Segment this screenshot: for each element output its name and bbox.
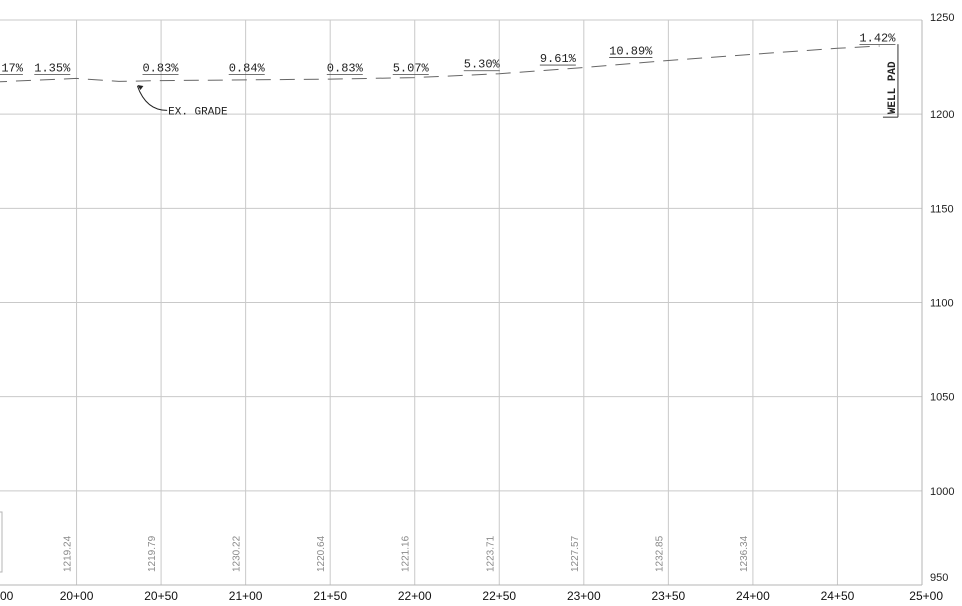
x-tick-label-7: 23+00	[567, 589, 601, 603]
y-tick-label-4: 1150	[930, 203, 954, 215]
ex-grade-label: EX. GRADE	[168, 106, 228, 118]
elevation-label-6: 1227.57	[570, 535, 581, 572]
elevation-label-1: 1219.79	[147, 535, 158, 572]
x-tick-label-9: 24+00	[736, 589, 770, 603]
well-pad-label: WELL PAD	[887, 61, 899, 114]
left-edge-box	[0, 511, 3, 573]
ex-grade-arrowhead	[137, 85, 144, 91]
grade-label-5: 5.07%	[393, 62, 430, 76]
elevation-label-8: 1236.34	[739, 535, 750, 572]
grade-label-7: 9.61%	[540, 52, 577, 66]
x-tick-label-5: 22+00	[398, 589, 432, 603]
grade-label-1: 1.35%	[34, 62, 71, 76]
grade-label-2: 0.83%	[142, 62, 179, 76]
grade-labels: 1.17% 1.35% 0.83% 0.84% 0.83% 5.07% 5.30% 9.61%…	[0, 31, 896, 76]
plot-frame	[0, 20, 923, 586]
y-tick-label-2: 1050	[930, 392, 954, 404]
elevation-label-0: 1219.24	[63, 535, 74, 572]
ex-grade-line	[0, 45, 880, 83]
grade-label-8: 10.89%	[609, 45, 653, 59]
elevation-label-2: 1230.22	[232, 535, 243, 572]
ground-profile	[0, 45, 880, 83]
x-tick-label-10: 24+50	[821, 589, 855, 603]
x-axis-ticks: 00 20+00 20+50 21+00 21+50 22+00 22+50 23+00 23+…	[0, 589, 943, 603]
ex-grade-leader	[136, 85, 168, 111]
elevation-labels: 1219.24 1219.79 1230.22 1220.64 1221.16 1223.…	[63, 535, 750, 572]
y-tick-label-1: 1000	[930, 486, 954, 498]
y-tick-label-6: 1250	[930, 12, 954, 24]
x-tick-label-4: 21+50	[313, 589, 347, 603]
elevation-label-5: 1223.71	[485, 535, 496, 572]
x-tick-label-2: 20+50	[144, 589, 178, 603]
grade-label-4: 0.83%	[327, 62, 364, 76]
annotations: EX. GRADE WELL PAD	[136, 44, 899, 118]
grade-label-3: 0.84%	[229, 62, 266, 76]
elevation-label-4: 1221.16	[401, 535, 412, 572]
grade-label-6: 5.30%	[464, 58, 501, 72]
grade-label-9: 1.42%	[859, 31, 896, 45]
y-tick-label-3: 1100	[930, 298, 954, 310]
x-tick-label-8: 23+50	[652, 589, 686, 603]
elevation-label-3: 1220.64	[316, 535, 327, 572]
grid-lines	[0, 19, 923, 586]
x-tick-label-3: 21+00	[229, 589, 263, 603]
y-axis-ticks: 950 1000 1050 1100 1150 1200 1250	[930, 12, 954, 584]
x-tick-label-11: 25+00	[909, 589, 943, 603]
y-tick-label-0: 950	[930, 572, 948, 584]
elevation-label-7: 1232.85	[654, 535, 665, 572]
y-tick-label-5: 1200	[930, 109, 954, 121]
x-tick-label-6: 22+50	[482, 589, 516, 603]
x-tick-label-1: 20+00	[60, 589, 94, 603]
grade-label-0: 1.17%	[0, 62, 24, 76]
x-tick-label-0: 00	[0, 589, 14, 603]
